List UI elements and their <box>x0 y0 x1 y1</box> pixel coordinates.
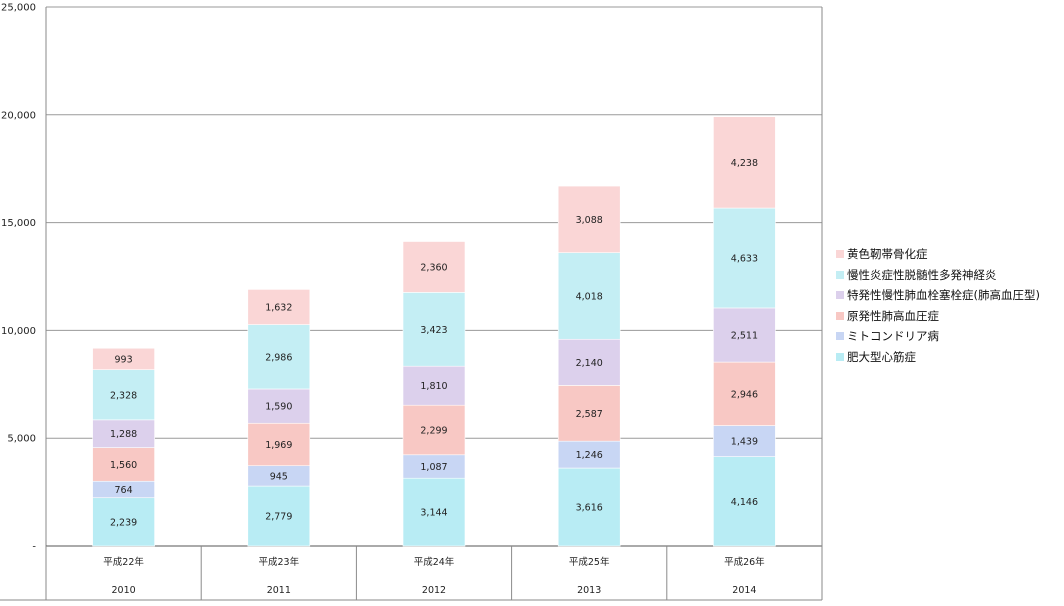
data-label: 764 <box>115 485 133 496</box>
legend-swatch <box>836 250 844 259</box>
data-label: 4,018 <box>576 291 603 302</box>
data-label: 2,328 <box>110 390 137 401</box>
data-label: 4,146 <box>731 497 758 508</box>
data-label: 3,088 <box>576 215 603 226</box>
data-label: 1,087 <box>420 462 447 473</box>
y-tick-label: - <box>32 542 36 553</box>
category-label: 平成26年 <box>724 556 765 568</box>
data-label: 3,144 <box>420 508 447 519</box>
bar-segment <box>92 369 155 421</box>
bar-segment <box>247 289 311 325</box>
category-label: 平成24年 <box>414 556 455 568</box>
data-label: 2,140 <box>576 358 603 369</box>
category-year-label: 2014 <box>732 585 756 596</box>
data-label: 1,560 <box>110 460 137 471</box>
y-tick-label: 15,000 <box>1 218 36 229</box>
legend-label: 肥大型心筋症 <box>847 349 916 364</box>
category-label: 平成22年 <box>103 556 144 568</box>
bar-segment <box>402 292 466 367</box>
legend-label: ミトコンドリア病 <box>847 329 939 344</box>
legend-swatch <box>836 291 844 300</box>
data-label: 993 <box>115 354 133 365</box>
category-label: 平成23年 <box>259 556 300 568</box>
data-label: 1,288 <box>110 429 137 440</box>
data-label: 3,616 <box>576 503 603 514</box>
data-label: 2,779 <box>265 512 292 523</box>
bar-segment <box>713 456 776 547</box>
category-year-label: 2011 <box>267 585 291 596</box>
bar-segment <box>92 497 155 547</box>
data-label: 3,423 <box>420 325 447 336</box>
data-label: 1,439 <box>731 437 758 448</box>
data-label: 1,246 <box>576 450 603 461</box>
data-label: 1,810 <box>420 381 447 392</box>
y-tick-label: 10,000 <box>1 326 36 337</box>
legend-item: 慢性炎症性脱髄性多発神経炎 <box>836 265 1061 286</box>
y-tick-label: 20,000 <box>1 110 36 121</box>
data-label: 4,633 <box>731 253 758 264</box>
category-label: 平成25年 <box>569 556 610 568</box>
bar-segment <box>557 440 621 469</box>
bar-segment <box>713 425 776 457</box>
data-label: 2,299 <box>420 425 447 436</box>
bar-segment <box>713 307 776 363</box>
legend-swatch <box>836 332 844 341</box>
legend-swatch <box>836 270 844 279</box>
category-year-label: 2013 <box>577 585 601 596</box>
y-tick-label: 5,000 <box>7 434 36 445</box>
bar-segment <box>402 365 466 406</box>
bar-segment <box>557 185 621 253</box>
data-label: 4,238 <box>731 158 758 169</box>
legend-item: 原発性肺高血圧症 <box>836 306 1061 327</box>
data-label: 2,587 <box>576 409 603 420</box>
bar-segment <box>247 388 311 424</box>
bar-segment <box>557 252 621 340</box>
legend-item: 黄色靭帯骨化症 <box>836 244 1061 265</box>
data-label: 1,969 <box>265 440 292 451</box>
category-year-label: 2010 <box>112 585 136 596</box>
bar-segment <box>713 116 776 209</box>
legend-swatch <box>836 352 844 361</box>
bar-segment <box>402 404 466 456</box>
data-label: 2,946 <box>731 389 758 400</box>
bar-segment <box>557 385 621 442</box>
data-label: 2,360 <box>420 262 447 273</box>
legend-label: 特発性慢性肺血栓塞栓症(肺高血圧型) <box>847 288 1040 303</box>
category-year-label: 2012 <box>422 585 446 596</box>
bar-segment <box>92 347 155 370</box>
legend-item: 肥大型心筋症 <box>836 347 1061 368</box>
bar-segment <box>713 207 776 309</box>
legend-item: 特発性慢性肺血栓塞栓症(肺高血圧型) <box>836 285 1061 306</box>
legend-label: 黄色靭帯骨化症 <box>847 247 928 262</box>
data-label: 1,632 <box>265 303 292 314</box>
y-tick-label: 25,000 <box>1 3 36 14</box>
data-label: 945 <box>270 471 288 482</box>
data-label: 2,511 <box>731 331 758 342</box>
data-label: 2,986 <box>265 352 292 363</box>
bar-segment <box>557 467 621 547</box>
bar-segment <box>247 485 311 547</box>
bar-segment <box>247 324 311 390</box>
bar-segment <box>402 241 466 293</box>
bar-segment <box>713 361 776 426</box>
legend-item: ミトコンドリア病 <box>836 326 1061 347</box>
legend: 黄色靭帯骨化症慢性炎症性脱髄性多発神経炎特発性慢性肺血栓塞栓症(肺高血圧型) 原発… <box>836 244 1061 367</box>
legend-label: 慢性炎症性脱髄性多発神経炎 <box>847 267 997 282</box>
legend-swatch <box>836 311 844 320</box>
legend-label: 原発性肺高血圧症 <box>847 308 939 323</box>
data-label: 2,239 <box>110 517 137 528</box>
data-label: 1,590 <box>265 402 292 413</box>
